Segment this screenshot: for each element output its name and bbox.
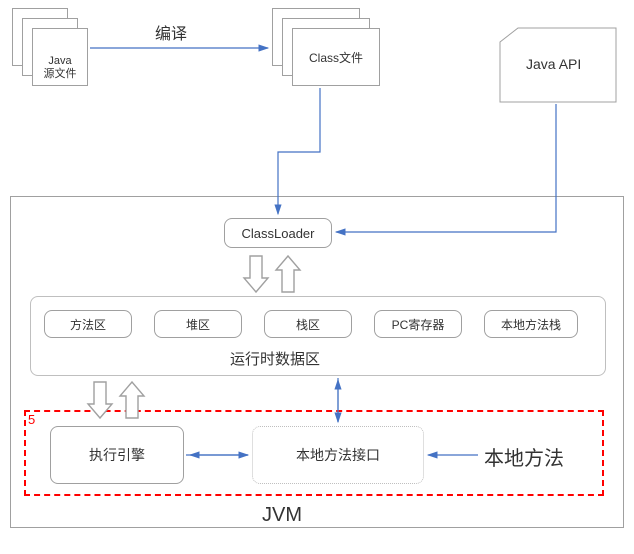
- compile-label: 编译: [155, 20, 187, 44]
- native-stack: 本地方法栈: [484, 310, 578, 338]
- runtime-area-label: 运行时数据区: [230, 348, 320, 369]
- java-api-label: Java API: [526, 56, 581, 72]
- pc-register-label: PC寄存器: [392, 316, 445, 333]
- native-stack-label: 本地方法栈: [501, 316, 561, 333]
- class-file: Class文件: [292, 28, 380, 86]
- java-source-label2: 源文件: [44, 68, 77, 81]
- java-source-file: Java 源文件: [32, 28, 88, 86]
- exec-engine: 执行引擎: [50, 426, 184, 484]
- heap-area: 堆区: [154, 310, 242, 338]
- stack-area: 栈区: [264, 310, 352, 338]
- native-interface-label: 本地方法接口: [296, 445, 380, 465]
- class-loader: ClassLoader: [224, 218, 332, 248]
- method-area-label: 方法区: [70, 316, 106, 333]
- class-file-label: Class文件: [309, 49, 363, 66]
- native-interface: 本地方法接口: [252, 426, 424, 484]
- method-area: 方法区: [44, 310, 132, 338]
- class-loader-label: ClassLoader: [242, 226, 315, 241]
- java-source-label1: Java: [48, 55, 71, 68]
- exec-engine-label: 执行引擎: [89, 445, 145, 465]
- stack-area-label: 栈区: [296, 316, 320, 333]
- jvm-label: JVM: [262, 504, 302, 527]
- red-number: 5: [28, 412, 35, 427]
- native-method-label: 本地方法: [484, 442, 564, 471]
- heap-area-label: 堆区: [186, 316, 210, 333]
- pc-register: PC寄存器: [374, 310, 462, 338]
